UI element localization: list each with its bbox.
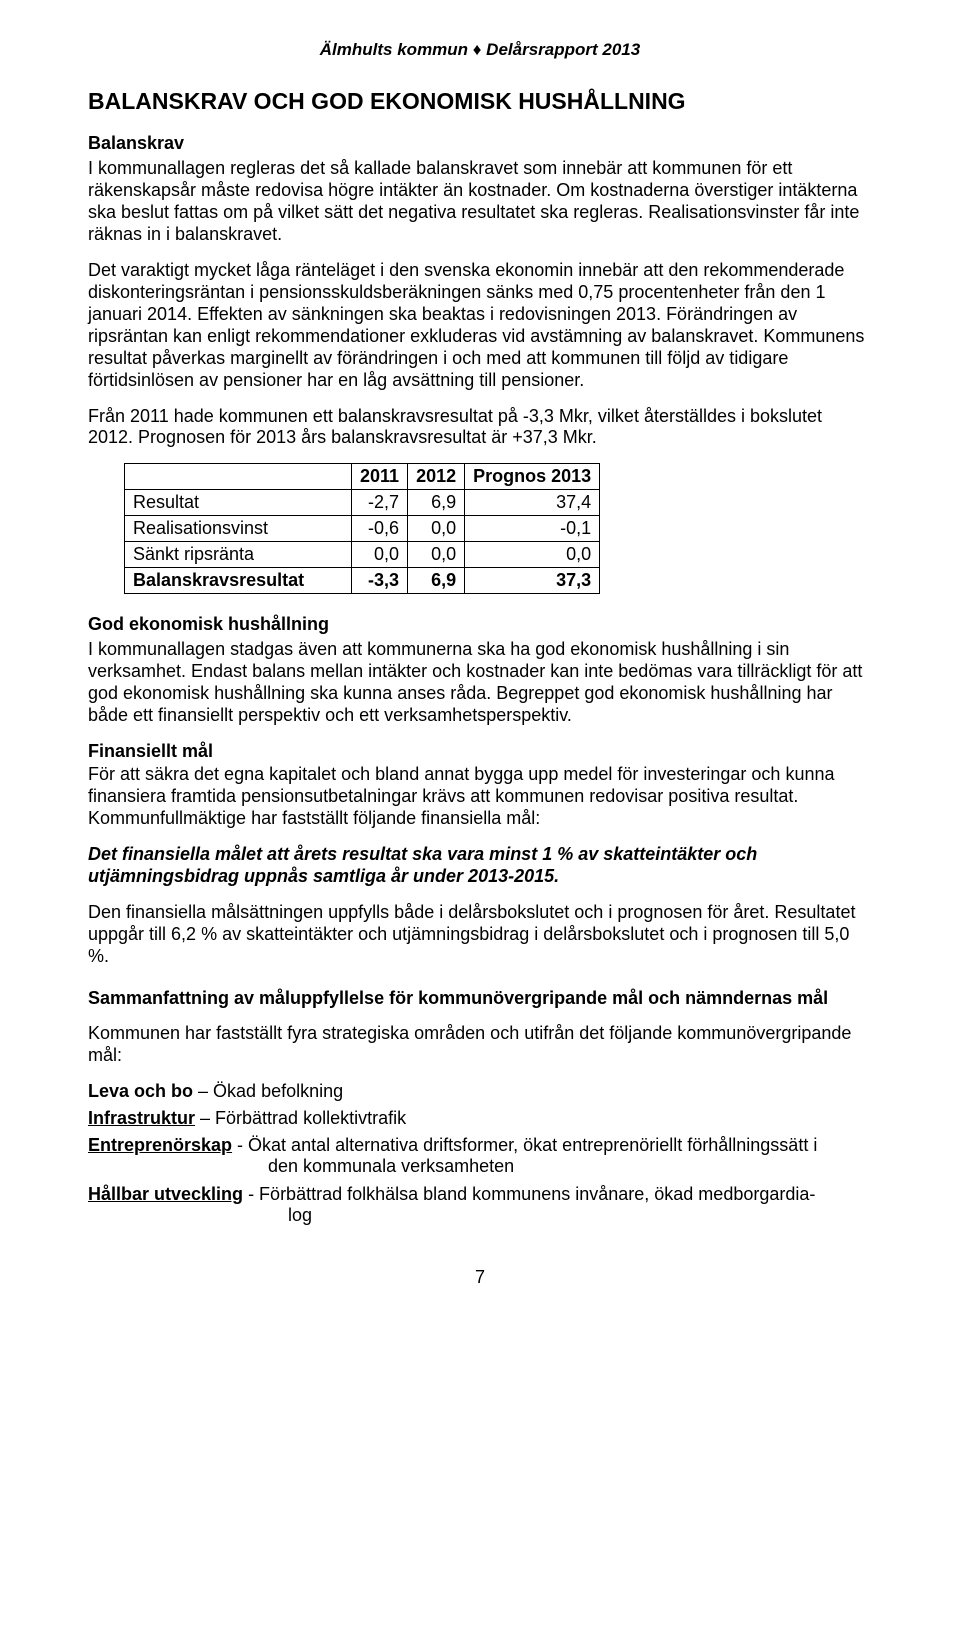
area-hall-label: Hållbar utveckling xyxy=(88,1184,243,1204)
area-entr-text: - Ökat antal alternativa driftsformer, ö… xyxy=(232,1135,817,1155)
cell-value: 0,0 xyxy=(408,542,465,568)
main-title: BALANSKRAV OCH GOD EKONOMISK HUSHÅLLNING xyxy=(88,88,872,115)
balanskrav-table: 2011 2012 Prognos 2013 Resultat -2,7 6,9… xyxy=(124,463,600,594)
area-infra: Infrastruktur – Förbättrad kollektivtraf… xyxy=(88,1108,872,1129)
area-leva: Leva och bo – Ökad befolkning xyxy=(88,1081,872,1102)
paragraph-7: Den finansiella målsättningen uppfylls b… xyxy=(88,902,872,968)
cell-value: 0,0 xyxy=(465,542,600,568)
table-col-blank xyxy=(125,464,352,490)
cell-value: 6,9 xyxy=(408,568,465,594)
paragraph-1: I kommunallagen regleras det så kallade … xyxy=(88,158,872,246)
paragraph-8: Kommunen har fastställt fyra strategiska… xyxy=(88,1023,872,1067)
area-leva-text: – Ökad befolkning xyxy=(193,1081,343,1101)
cell-value: 0,0 xyxy=(352,542,408,568)
area-entreprenorskap: Entreprenörskap - Ökat antal alternativa… xyxy=(88,1135,872,1178)
area-leva-label: Leva och bo xyxy=(88,1081,193,1101)
paragraph-5: För att säkra det egna kapitalet och bla… xyxy=(88,764,872,830)
table-row: Resultat -2,7 6,9 37,4 xyxy=(125,490,600,516)
table-row: Sänkt ripsränta 0,0 0,0 0,0 xyxy=(125,542,600,568)
cell-value: 0,0 xyxy=(408,516,465,542)
section-sammanfattning: Sammanfattning av måluppfyllelse för kom… xyxy=(88,988,872,1009)
area-hall-text: - Förbättrad folkhälsa bland kommunens i… xyxy=(243,1184,815,1204)
cell-value: 37,3 xyxy=(465,568,600,594)
cell-value: -0,1 xyxy=(465,516,600,542)
area-entr-cont: den kommunala verksamheten xyxy=(88,1156,872,1178)
cell-value: -3,3 xyxy=(352,568,408,594)
table-header-row: 2011 2012 Prognos 2013 xyxy=(125,464,600,490)
table-row-total: Balanskravsresultat -3,3 6,9 37,3 xyxy=(125,568,600,594)
area-hall-cont: log xyxy=(88,1205,872,1227)
table-row: Realisationsvinst -0,6 0,0 -0,1 xyxy=(125,516,600,542)
area-entr-label: Entreprenörskap xyxy=(88,1135,232,1155)
area-infra-label: Infrastruktur xyxy=(88,1108,195,1128)
cell-label: Resultat xyxy=(125,490,352,516)
cell-value: -0,6 xyxy=(352,516,408,542)
section-balanskrav: Balanskrav xyxy=(88,133,872,154)
area-hallbar: Hållbar utveckling - Förbättrad folkhäls… xyxy=(88,1184,872,1227)
page-number: 7 xyxy=(88,1267,872,1288)
cell-value: 37,4 xyxy=(465,490,600,516)
paragraph-6-goal: Det finansiella målet att årets resultat… xyxy=(88,844,872,888)
cell-label: Balanskravsresultat xyxy=(125,568,352,594)
paragraph-4: I kommunallagen stadgas även att kommune… xyxy=(88,639,872,727)
cell-value: -2,7 xyxy=(352,490,408,516)
section-god-ekonomisk: God ekonomisk hushållning xyxy=(88,614,872,635)
area-infra-text: – Förbättrad kollektivtrafik xyxy=(195,1108,406,1128)
cell-label: Realisationsvinst xyxy=(125,516,352,542)
table-col-prognos: Prognos 2013 xyxy=(465,464,600,490)
section-finansiellt: Finansiellt mål xyxy=(88,741,872,762)
table-col-2011: 2011 xyxy=(352,464,408,490)
paragraph-3: Från 2011 hade kommunen ett balanskravsr… xyxy=(88,406,872,450)
table-col-2012: 2012 xyxy=(408,464,465,490)
cell-value: 6,9 xyxy=(408,490,465,516)
cell-label: Sänkt ripsränta xyxy=(125,542,352,568)
page-header: Älmhults kommun ♦ Delårsrapport 2013 xyxy=(88,40,872,60)
paragraph-2: Det varaktigt mycket låga ränteläget i d… xyxy=(88,260,872,392)
